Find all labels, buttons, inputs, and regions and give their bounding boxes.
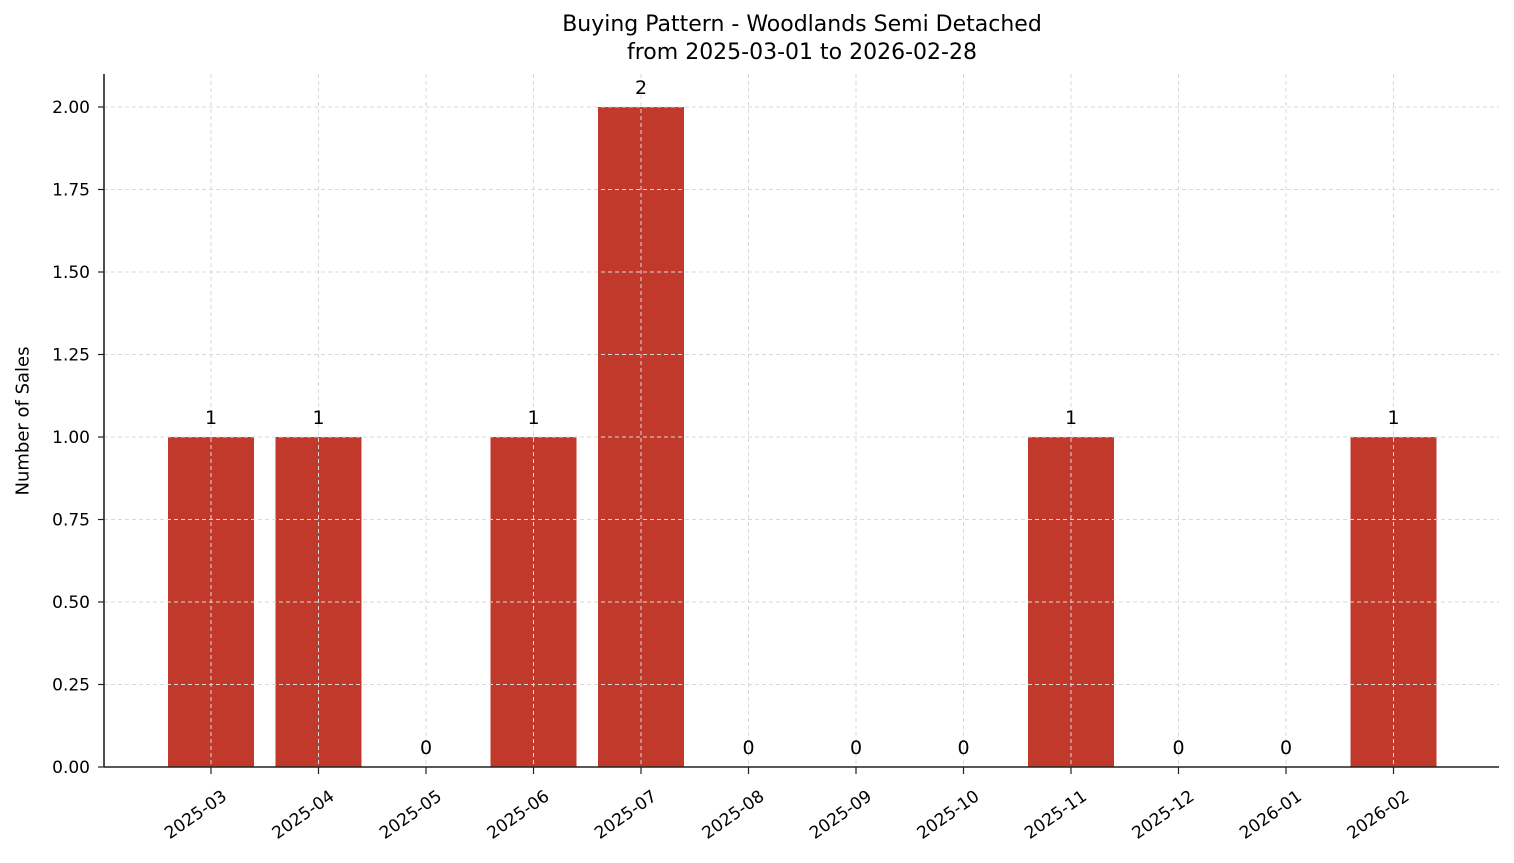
bar-value-label: 1 xyxy=(1387,407,1399,429)
x-tick-label: 2026-01 xyxy=(1236,787,1306,844)
bar-value-label: 2 xyxy=(635,77,647,99)
x-tick-label: 2026-02 xyxy=(1344,787,1414,844)
bar-value-label: 0 xyxy=(957,737,969,759)
y-tick-label: 0.75 xyxy=(52,511,90,531)
bar-value-label: 0 xyxy=(420,737,432,759)
x-tick-label: 2025-07 xyxy=(591,787,661,844)
y-axis-ticks: 0.00 0.25 0.50 0.75 1.00 1.25 1.50 1.75 2.00 xyxy=(52,98,104,778)
chart-subtitle: from 2025-03-01 to 2026-02-28 xyxy=(627,40,977,65)
y-tick-label: 1.00 xyxy=(52,428,90,448)
y-tick-label: 2.00 xyxy=(52,98,90,118)
chart-title-line1: Buying Pattern - Woodlands Semi Detached xyxy=(562,12,1042,37)
x-tick-label: 2025-06 xyxy=(484,787,554,844)
y-tick-label: 0.25 xyxy=(52,676,90,696)
bar-value-label: 0 xyxy=(850,737,862,759)
x-tick-label: 2025-12 xyxy=(1129,787,1199,844)
y-tick-label: 1.50 xyxy=(52,263,90,283)
bar-value-label: 0 xyxy=(1280,737,1292,759)
bar-value-labels: 1 1 0 1 2 0 0 0 1 0 0 1 xyxy=(205,77,1400,759)
bar-value-label: 1 xyxy=(205,407,217,429)
x-tick-label: 2025-10 xyxy=(914,787,984,844)
bar-value-label: 1 xyxy=(1065,407,1077,429)
bar-value-label: 0 xyxy=(742,737,754,759)
y-tick-label: 0.00 xyxy=(52,758,90,778)
chart-title: Buying Pattern - Woodlands Semi Detached… xyxy=(0,11,1514,67)
bar-value-label: 0 xyxy=(1172,737,1184,759)
x-tick-label: 2025-08 xyxy=(699,787,769,844)
bar-value-label: 1 xyxy=(312,407,324,429)
x-tick-label: 2025-09 xyxy=(806,787,876,844)
x-tick-label: 2025-05 xyxy=(376,787,446,844)
y-tick-label: 1.75 xyxy=(52,181,90,201)
x-axis-ticks: 2025-03 2025-04 2025-05 2025-06 2025-07 2025-… xyxy=(161,767,1413,844)
x-tick-label: 2025-11 xyxy=(1021,787,1091,844)
x-tick-label: 2025-04 xyxy=(269,787,339,844)
y-tick-label: 0.50 xyxy=(52,593,90,613)
x-tick-label: 2025-03 xyxy=(161,787,231,844)
bar-value-label: 1 xyxy=(527,407,539,429)
y-tick-label: 1.25 xyxy=(52,346,90,366)
